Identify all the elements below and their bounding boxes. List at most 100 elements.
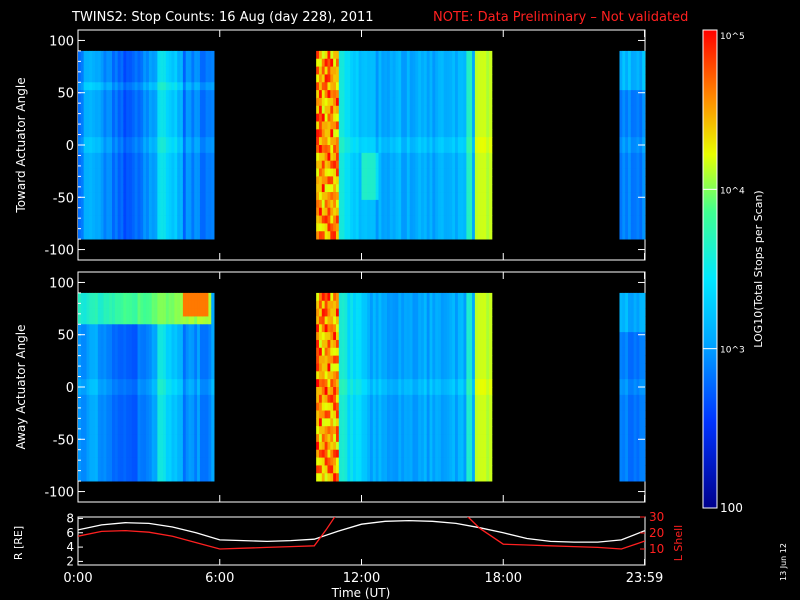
- heatmap-cell: [78, 394, 82, 404]
- heatmap-cell: [327, 441, 331, 451]
- heatmap-cell: [418, 129, 422, 138]
- heatmap-cell: [114, 300, 119, 309]
- heatmap-cell: [194, 145, 198, 154]
- heatmap-cell: [131, 152, 136, 162]
- heatmap-cell: [446, 207, 450, 216]
- heatmap-cell: [324, 371, 328, 380]
- heatmap-cell: [129, 145, 133, 154]
- heatmap-cell: [378, 441, 382, 451]
- heatmap-cell: [347, 292, 351, 302]
- heatmap-cell: [344, 292, 348, 302]
- heatmap-cell: [205, 160, 209, 169]
- heatmap-cell: [160, 292, 164, 302]
- heatmap-cell: [409, 90, 413, 99]
- heatmap-cell: [452, 223, 456, 232]
- heatmap-cell: [327, 465, 331, 474]
- heatmap-cell: [381, 434, 385, 443]
- heatmap-cell: [188, 145, 192, 154]
- heatmap-cell: [335, 168, 340, 177]
- heatmap-cell: [180, 308, 184, 317]
- heatmap-cell: [83, 292, 87, 302]
- heatmap-cell: [318, 339, 323, 349]
- heatmap-cell: [191, 66, 195, 75]
- heatmap-cell: [350, 394, 354, 404]
- heatmap-cell: [392, 410, 396, 419]
- heatmap-cell: [483, 137, 487, 146]
- heatmap-cell: [185, 97, 189, 107]
- heatmap-cell: [211, 58, 215, 67]
- heatmap-cell: [438, 137, 442, 146]
- heatmap-cell: [106, 449, 110, 458]
- heatmap-cell: [361, 113, 365, 122]
- heatmap-cell: [375, 66, 379, 75]
- heatmap-cell: [418, 137, 422, 146]
- heatmap-cell: [327, 449, 331, 458]
- heatmap-cell: [384, 371, 388, 380]
- heatmap-cell: [347, 113, 351, 122]
- heatmap-cell: [370, 66, 374, 75]
- heatmap-cell: [372, 347, 377, 357]
- heatmap-cell: [171, 347, 175, 357]
- heatmap-cell: [117, 90, 121, 99]
- heatmap-cell: [421, 113, 425, 122]
- heatmap-cell: [97, 97, 102, 107]
- heatmap-cell: [378, 74, 382, 83]
- heatmap-cell: [321, 410, 326, 419]
- heatmap-cell: [92, 223, 96, 232]
- heatmap-cell: [633, 199, 637, 209]
- heatmap-cell: [89, 97, 93, 107]
- heatmap-cell: [358, 129, 362, 138]
- heatmap-cell: [114, 215, 119, 224]
- heatmap-cell: [412, 192, 416, 201]
- heatmap-cell: [143, 410, 147, 419]
- heatmap-cell: [205, 90, 209, 99]
- heatmap-cell: [168, 402, 172, 411]
- heatmap-cell: [398, 292, 402, 302]
- heatmap-cell: [97, 371, 102, 380]
- heatmap-cell: [472, 207, 476, 216]
- heatmap-cell: [350, 379, 354, 388]
- heatmap-cell: [197, 339, 201, 349]
- heatmap-cell: [333, 308, 337, 317]
- heatmap-cell: [126, 449, 130, 458]
- heatmap-cell: [398, 371, 402, 380]
- heatmap-cell: [137, 410, 141, 419]
- heatmap-cell: [191, 418, 195, 427]
- heatmap-cell: [100, 316, 104, 325]
- heatmap-cell: [364, 152, 368, 162]
- heatmap-cell: [86, 379, 90, 388]
- heatmap-cell: [333, 82, 337, 91]
- heatmap-cell: [131, 402, 136, 411]
- heatmap-cell: [412, 355, 416, 364]
- heatmap-cell: [131, 223, 136, 232]
- heatmap-cell: [180, 192, 184, 201]
- heatmap-cell: [347, 457, 351, 466]
- heatmap-cell: [109, 449, 113, 458]
- heatmap-cell: [409, 457, 413, 466]
- heatmap-cell: [194, 363, 198, 372]
- heatmap-cell: [446, 129, 450, 138]
- heatmap-cell: [389, 145, 394, 154]
- toward-ylabel: Toward Actuator Angle: [14, 77, 28, 213]
- heatmap-cell: [103, 457, 107, 466]
- heatmap-cell: [103, 316, 107, 325]
- heatmap-cell: [180, 316, 184, 325]
- heatmap-cell: [134, 90, 138, 99]
- heatmap-cell: [330, 308, 334, 317]
- heatmap-cell: [387, 137, 391, 146]
- heatmap-cell: [355, 105, 360, 115]
- heatmap-cell: [452, 145, 456, 154]
- heatmap-cell: [83, 97, 87, 107]
- heatmap-cell: [324, 473, 328, 482]
- heatmap-cell: [639, 58, 643, 67]
- heatmap-cell: [117, 347, 121, 357]
- heatmap-cell: [483, 97, 487, 107]
- heatmap-cell: [191, 426, 195, 435]
- heatmap-cell: [154, 74, 158, 83]
- heatmap-cell: [205, 379, 209, 388]
- heatmap-cell: [129, 74, 133, 83]
- heatmap-cell: [440, 168, 445, 177]
- heatmap-cell: [347, 207, 351, 216]
- heatmap-cell: [154, 332, 158, 341]
- heatmap-cell: [160, 176, 164, 185]
